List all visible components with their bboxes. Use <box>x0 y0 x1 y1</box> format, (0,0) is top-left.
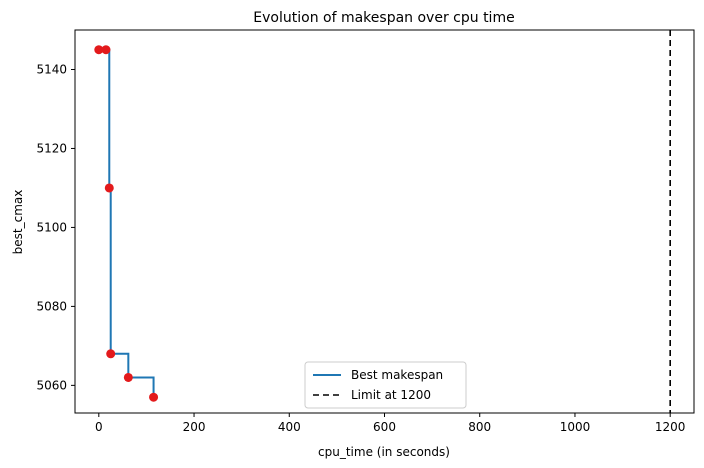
plot-area <box>94 30 671 413</box>
legend-entry-best-makespan-label: Best makespan <box>351 368 443 382</box>
y-axis-title: best_cmax <box>11 190 25 255</box>
legend-entry-limit-label: Limit at 1200 <box>351 388 431 402</box>
data-point <box>94 45 104 55</box>
x-tick-label: 1200 <box>655 420 686 434</box>
plot-frame <box>74 29 695 414</box>
y-tick-label: 5060 <box>36 378 67 392</box>
x-tick-label: 400 <box>278 420 301 434</box>
series-line-best-makespan <box>98 48 155 398</box>
y-tick-label: 5140 <box>36 62 67 76</box>
data-point <box>149 392 159 402</box>
chart-title: Evolution of makespan over cpu time <box>253 10 514 26</box>
x-tick-label: 200 <box>183 420 206 434</box>
y-axis: 5060 5080 5100 5120 5140 <box>36 62 75 392</box>
x-tick-label: 600 <box>373 420 396 434</box>
y-tick-label: 5120 <box>36 141 67 155</box>
x-tick-label: 1000 <box>560 420 591 434</box>
x-axis-title: cpu_time (in seconds) <box>318 445 450 459</box>
x-tick-label: 800 <box>468 420 491 434</box>
data-point <box>106 349 116 359</box>
data-point <box>101 45 111 55</box>
data-point <box>123 372 133 382</box>
y-tick-label: 5100 <box>36 220 67 234</box>
x-axis: 0 200 400 600 800 1000 1200 <box>95 413 685 434</box>
legend-box <box>304 361 467 409</box>
y-tick-label: 5080 <box>36 299 67 313</box>
legend: Best makespan Limit at 1200 <box>304 361 467 409</box>
x-tick-label: 0 <box>95 420 103 434</box>
data-point <box>104 183 114 193</box>
